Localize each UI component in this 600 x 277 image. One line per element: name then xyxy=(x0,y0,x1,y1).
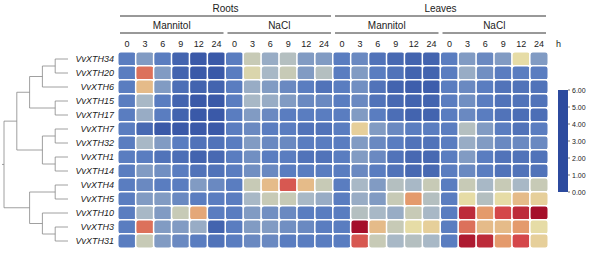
svg-text:0.00: 0.00 xyxy=(572,189,586,196)
svg-text:6: 6 xyxy=(268,39,273,49)
svg-text:12: 12 xyxy=(516,39,526,49)
svg-text:0: 0 xyxy=(339,39,344,49)
svg-text:VvXTH4: VvXTH4 xyxy=(80,180,114,190)
svg-text:VvXTH14: VvXTH14 xyxy=(75,166,114,176)
svg-text:24: 24 xyxy=(534,39,544,49)
svg-text:9: 9 xyxy=(178,39,183,49)
svg-text:6: 6 xyxy=(160,39,165,49)
svg-text:VvXTH1: VvXTH1 xyxy=(80,152,114,162)
svg-text:VvXTH31: VvXTH31 xyxy=(75,236,114,246)
svg-text:24: 24 xyxy=(319,39,329,49)
svg-text:1.00: 1.00 xyxy=(572,172,586,179)
svg-text:2.00: 2.00 xyxy=(572,155,586,162)
svg-text:VvXTH3: VvXTH3 xyxy=(80,222,114,232)
svg-text:9: 9 xyxy=(393,39,398,49)
svg-text:3: 3 xyxy=(142,39,147,49)
svg-text:24: 24 xyxy=(427,39,437,49)
svg-text:Mannitol: Mannitol xyxy=(368,20,406,31)
svg-text:VvXTH6: VvXTH6 xyxy=(80,82,114,92)
svg-text:h: h xyxy=(556,39,561,49)
svg-text:3.00: 3.00 xyxy=(572,138,586,145)
svg-text:Mannitol: Mannitol xyxy=(153,20,191,31)
svg-text:9: 9 xyxy=(286,39,291,49)
svg-text:12: 12 xyxy=(194,39,204,49)
svg-text:Leaves: Leaves xyxy=(424,3,456,14)
svg-text:6: 6 xyxy=(375,39,380,49)
svg-text:6: 6 xyxy=(483,39,488,49)
svg-text:0: 0 xyxy=(447,39,452,49)
svg-text:4.00: 4.00 xyxy=(572,121,586,128)
svg-text:3: 3 xyxy=(465,39,470,49)
svg-text:VvXTH7: VvXTH7 xyxy=(80,124,115,134)
svg-text:12: 12 xyxy=(301,39,311,49)
svg-text:VvXTH5: VvXTH5 xyxy=(80,194,115,204)
svg-text:NaCl: NaCl xyxy=(268,20,290,31)
svg-text:9: 9 xyxy=(501,39,506,49)
svg-text:5.00: 5.00 xyxy=(572,104,586,111)
svg-text:VvXTH17: VvXTH17 xyxy=(75,110,115,120)
svg-text:0: 0 xyxy=(124,39,129,49)
svg-text:VvXTH32: VvXTH32 xyxy=(75,138,114,148)
svg-text:VvXTH34: VvXTH34 xyxy=(75,54,114,64)
svg-text:VvXTH15: VvXTH15 xyxy=(75,96,115,106)
svg-text:0: 0 xyxy=(232,39,237,49)
svg-text:3: 3 xyxy=(250,39,255,49)
svg-text:12: 12 xyxy=(409,39,419,49)
svg-text:24: 24 xyxy=(212,39,222,49)
svg-text:3: 3 xyxy=(357,39,362,49)
svg-text:VvXTH20: VvXTH20 xyxy=(75,68,114,78)
svg-text:VvXTH10: VvXTH10 xyxy=(75,208,114,218)
svg-text:NaCl: NaCl xyxy=(483,20,505,31)
svg-text:Roots: Roots xyxy=(212,3,238,14)
svg-text:6.00: 6.00 xyxy=(572,87,586,94)
